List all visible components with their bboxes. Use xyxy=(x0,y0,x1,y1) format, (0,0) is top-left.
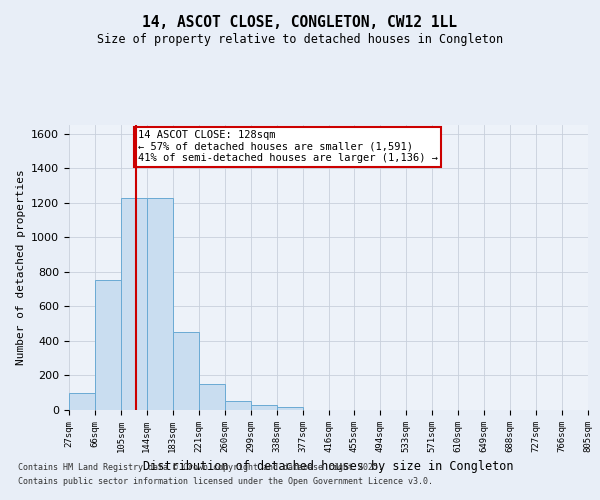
Text: Contains public sector information licensed under the Open Government Licence v3: Contains public sector information licen… xyxy=(18,476,433,486)
Bar xyxy=(251,405,277,410)
Text: 14, ASCOT CLOSE, CONGLETON, CW12 1LL: 14, ASCOT CLOSE, CONGLETON, CW12 1LL xyxy=(143,15,458,30)
Text: Size of property relative to detached houses in Congleton: Size of property relative to detached ho… xyxy=(97,34,503,46)
Bar xyxy=(95,280,121,410)
Text: Contains HM Land Registry data © Crown copyright and database right 2025.: Contains HM Land Registry data © Crown c… xyxy=(18,463,383,472)
Y-axis label: Number of detached properties: Number of detached properties xyxy=(16,170,26,366)
Bar xyxy=(147,198,173,410)
X-axis label: Distribution of detached houses by size in Congleton: Distribution of detached houses by size … xyxy=(143,460,514,473)
Bar xyxy=(199,384,224,410)
Bar xyxy=(277,408,302,410)
Text: 14 ASCOT CLOSE: 128sqm
← 57% of detached houses are smaller (1,591)
41% of semi-: 14 ASCOT CLOSE: 128sqm ← 57% of detached… xyxy=(137,130,437,164)
Bar xyxy=(121,198,147,410)
Bar xyxy=(69,392,95,410)
Bar xyxy=(225,400,251,410)
Bar xyxy=(173,332,199,410)
